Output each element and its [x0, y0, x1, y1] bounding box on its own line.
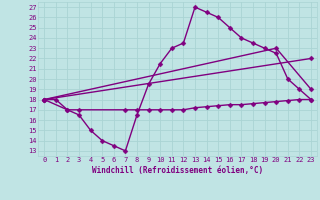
X-axis label: Windchill (Refroidissement éolien,°C): Windchill (Refroidissement éolien,°C): [92, 166, 263, 175]
